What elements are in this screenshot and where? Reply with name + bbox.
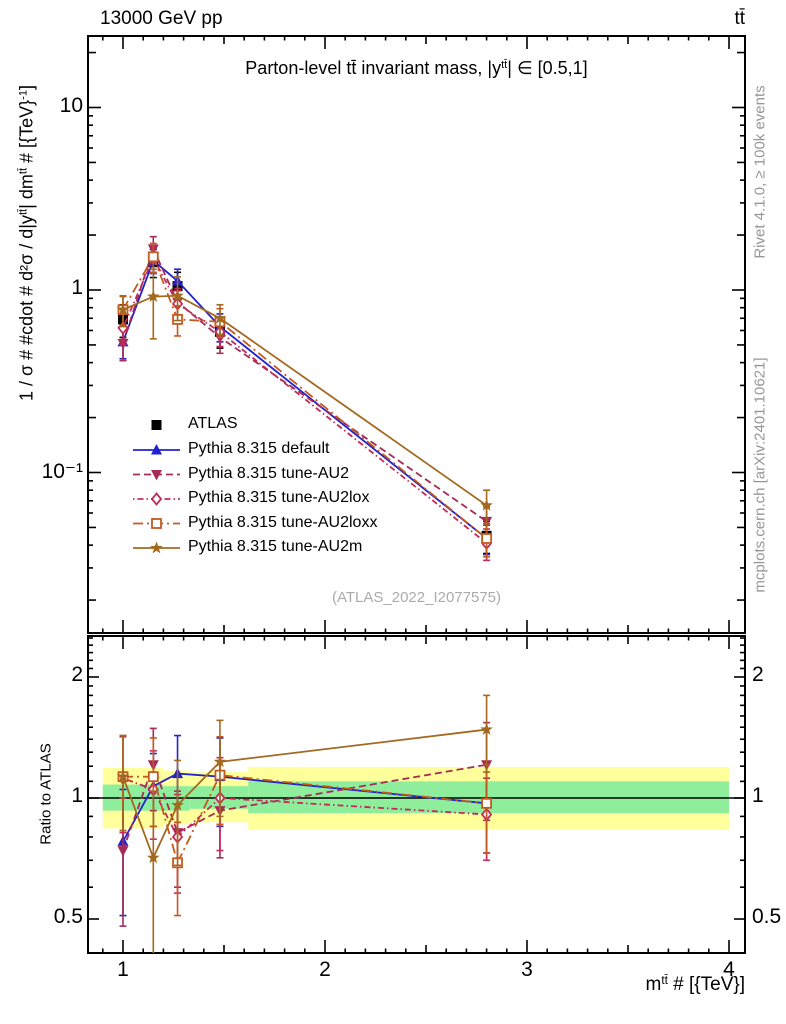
ratio-y-tick-label-right: 0.5 — [752, 905, 782, 928]
ratio-panel-series — [116, 694, 493, 953]
ratio-y-tick-label-left: 2 — [71, 662, 83, 686]
x-tick-label: 3 — [521, 958, 533, 981]
legend-label: ATLAS — [188, 415, 238, 432]
top-y-tick-label: 1 — [71, 276, 83, 299]
top-panel-frame — [87, 35, 746, 634]
beam-energy-label: 13000 GeV pp — [100, 8, 223, 29]
legend-label: Pythia 8.315 tune-AU2loxx — [188, 513, 378, 531]
x-tick-label: 2 — [319, 958, 331, 981]
legend-label: Pythia 8.315 default — [188, 440, 330, 457]
legend-label: Pythia 8.315 tune-AU2 — [188, 464, 349, 482]
x-tick-label: 1 — [117, 958, 129, 981]
ratio-y-tick-label-left: 1 — [71, 784, 83, 807]
ratio-y-tick-label-right: 1 — [752, 784, 764, 807]
series — [116, 268, 493, 526]
analysis-id-watermark: (ATLAS_2022_I2077575) — [331, 589, 501, 606]
axis-ticks — [88, 36, 745, 953]
ratio-series — [116, 694, 493, 953]
process-label: tt̄ — [734, 8, 745, 29]
panel-title: Parton-level tt̄ invariant mass, |ytt̄| … — [88, 58, 745, 79]
x-tick-label: 4 — [723, 958, 735, 981]
top-panel-series — [116, 235, 493, 562]
x-axis-label: mtt̄ # [{TeV}] — [645, 973, 746, 995]
legend-label: Pythia 8.315 tune-AU2m — [188, 538, 363, 555]
panel-title-superscript: tt̄ — [501, 58, 508, 71]
legend-label: Pythia 8.315 tune-AU2lox — [188, 489, 370, 506]
legend — [133, 420, 180, 554]
top-y-tick-label: 10 — [59, 93, 83, 117]
rivet-version-label: Rivet 4.1.0, ≥ 100k events — [751, 85, 769, 259]
ratio-y-tick-label-left: 0.5 — [53, 905, 83, 928]
ratio-panel-frame — [87, 635, 746, 954]
top-y-tick-label: 10⁻¹ — [41, 459, 83, 483]
panel-title-text: Parton-level tt̄ invariant mass, |y — [245, 58, 502, 78]
y-axis-label: 1 / σ # #cdot # d²σ / d|ytt̄| dmtt̄ # [{… — [16, 84, 37, 402]
mcplots-reference-label: mcplots.cern.ch [arXiv:2401.10621] — [751, 357, 769, 593]
ratio-y-tick-label-right: 2 — [752, 662, 764, 686]
panel-title-suffix: | ∈ [0.5,1] — [507, 58, 588, 78]
